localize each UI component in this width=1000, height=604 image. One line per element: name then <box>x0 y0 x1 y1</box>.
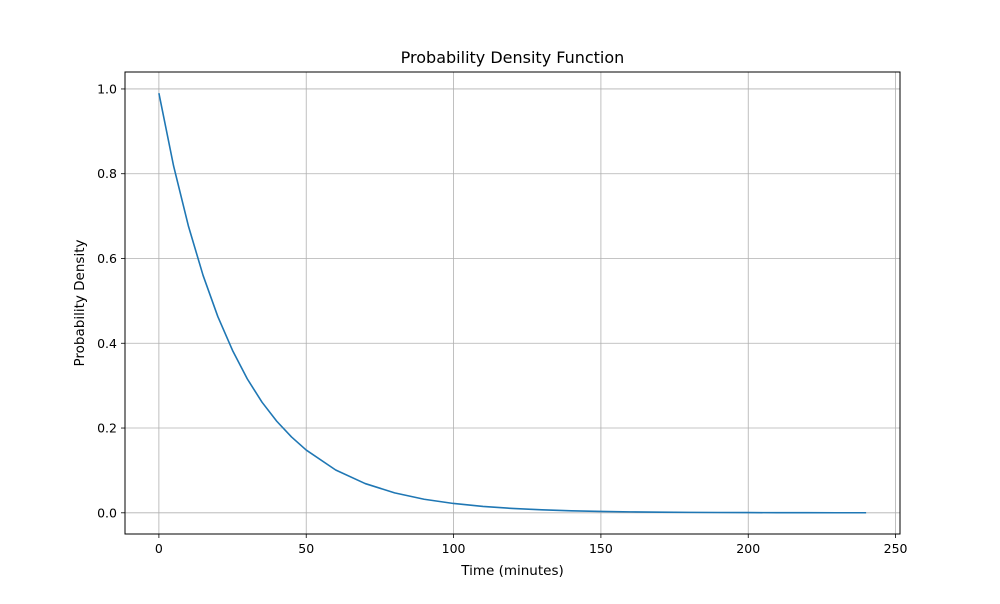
y-tick-label: 0.8 <box>97 166 117 181</box>
x-tick-label: 250 <box>884 541 908 556</box>
y-tick-label: 0.6 <box>97 251 117 266</box>
x-tick-label: 200 <box>736 541 760 556</box>
x-tick-label: 0 <box>155 541 163 556</box>
y-tick-label: 0.0 <box>97 505 117 520</box>
y-axis-label: Probability Density <box>72 240 88 367</box>
x-tick-label: 150 <box>589 541 613 556</box>
x-axis-label: Time (minutes) <box>460 563 564 579</box>
y-tick-label: 0.2 <box>97 421 117 436</box>
chart-title: Probability Density Function <box>401 48 625 67</box>
x-tick-label: 100 <box>442 541 466 556</box>
y-tick-label: 1.0 <box>97 81 117 96</box>
y-tick-label: 0.4 <box>97 336 117 351</box>
x-tick-label: 50 <box>298 541 314 556</box>
